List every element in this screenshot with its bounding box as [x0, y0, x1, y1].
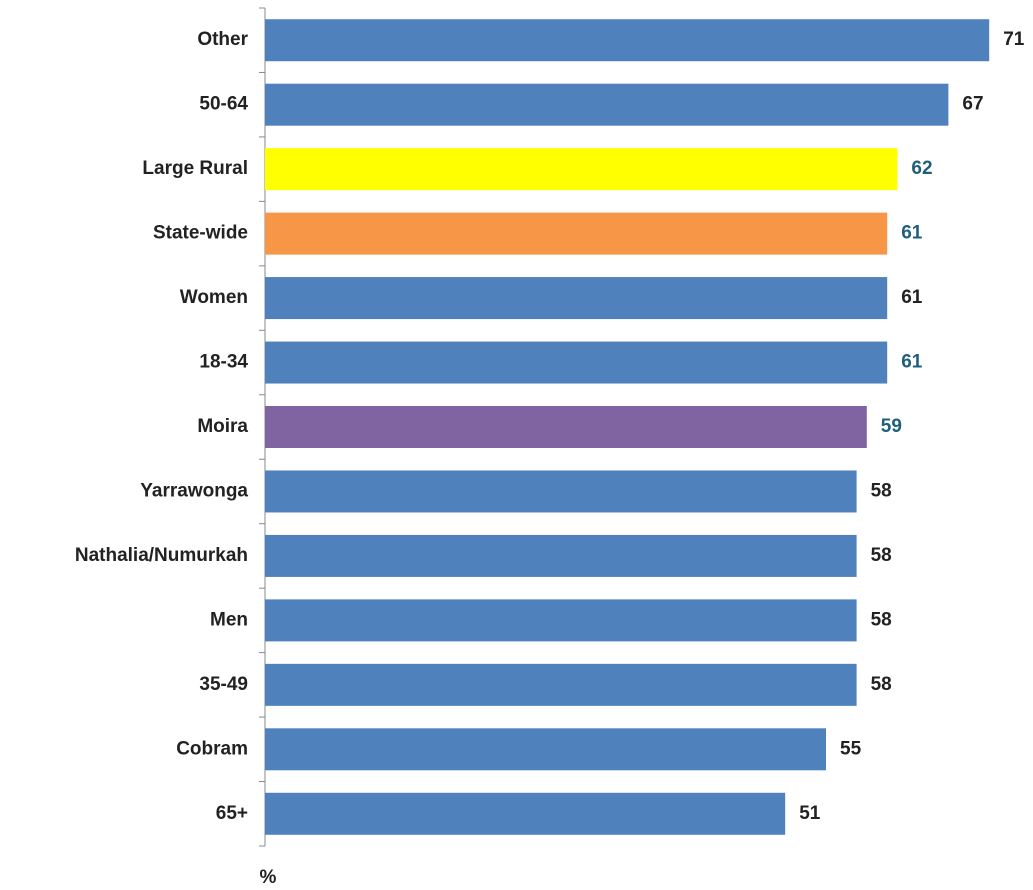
x-axis-label: %	[260, 867, 277, 888]
bar	[265, 470, 857, 513]
value-label: 59	[881, 416, 902, 437]
bar	[265, 19, 990, 62]
value-label: 58	[871, 609, 892, 630]
y-tick-label: Cobram	[176, 738, 248, 759]
y-tick-label: 35-49	[199, 674, 248, 695]
bar	[265, 663, 857, 706]
value-label: 62	[911, 158, 932, 179]
y-tick-label: Other	[197, 29, 248, 50]
value-label: 71	[1003, 29, 1025, 50]
bar	[265, 277, 888, 320]
bar	[265, 148, 898, 191]
value-label: 58	[871, 674, 892, 695]
y-tick-label: Large Rural	[142, 158, 248, 179]
value-label: 61	[901, 352, 923, 373]
bar	[265, 406, 867, 448]
bar	[265, 83, 949, 126]
value-label: 67	[962, 94, 983, 115]
value-label: 58	[871, 480, 892, 501]
value-label: 61	[901, 287, 923, 308]
y-tick-label: State-wide	[153, 223, 248, 244]
value-label: 55	[840, 738, 862, 759]
y-tick-label: 18-34	[199, 352, 248, 373]
value-label: 58	[871, 545, 892, 566]
y-tick-label: Men	[210, 609, 248, 630]
y-tick-label: Moira	[197, 416, 248, 437]
value-label: 51	[799, 803, 821, 824]
y-tick-label: Yarrawonga	[140, 480, 248, 501]
bar	[265, 341, 888, 384]
y-tick-label: 65+	[216, 803, 248, 824]
bar	[265, 599, 857, 642]
value-label: 61	[901, 223, 923, 244]
bar	[265, 728, 826, 771]
bar	[265, 534, 857, 577]
y-tick-label: Women	[180, 287, 248, 308]
bar	[265, 792, 786, 835]
y-tick-label: 50-64	[199, 94, 248, 115]
bar	[265, 212, 888, 255]
y-tick-label: Nathalia/Numurkah	[75, 545, 248, 566]
